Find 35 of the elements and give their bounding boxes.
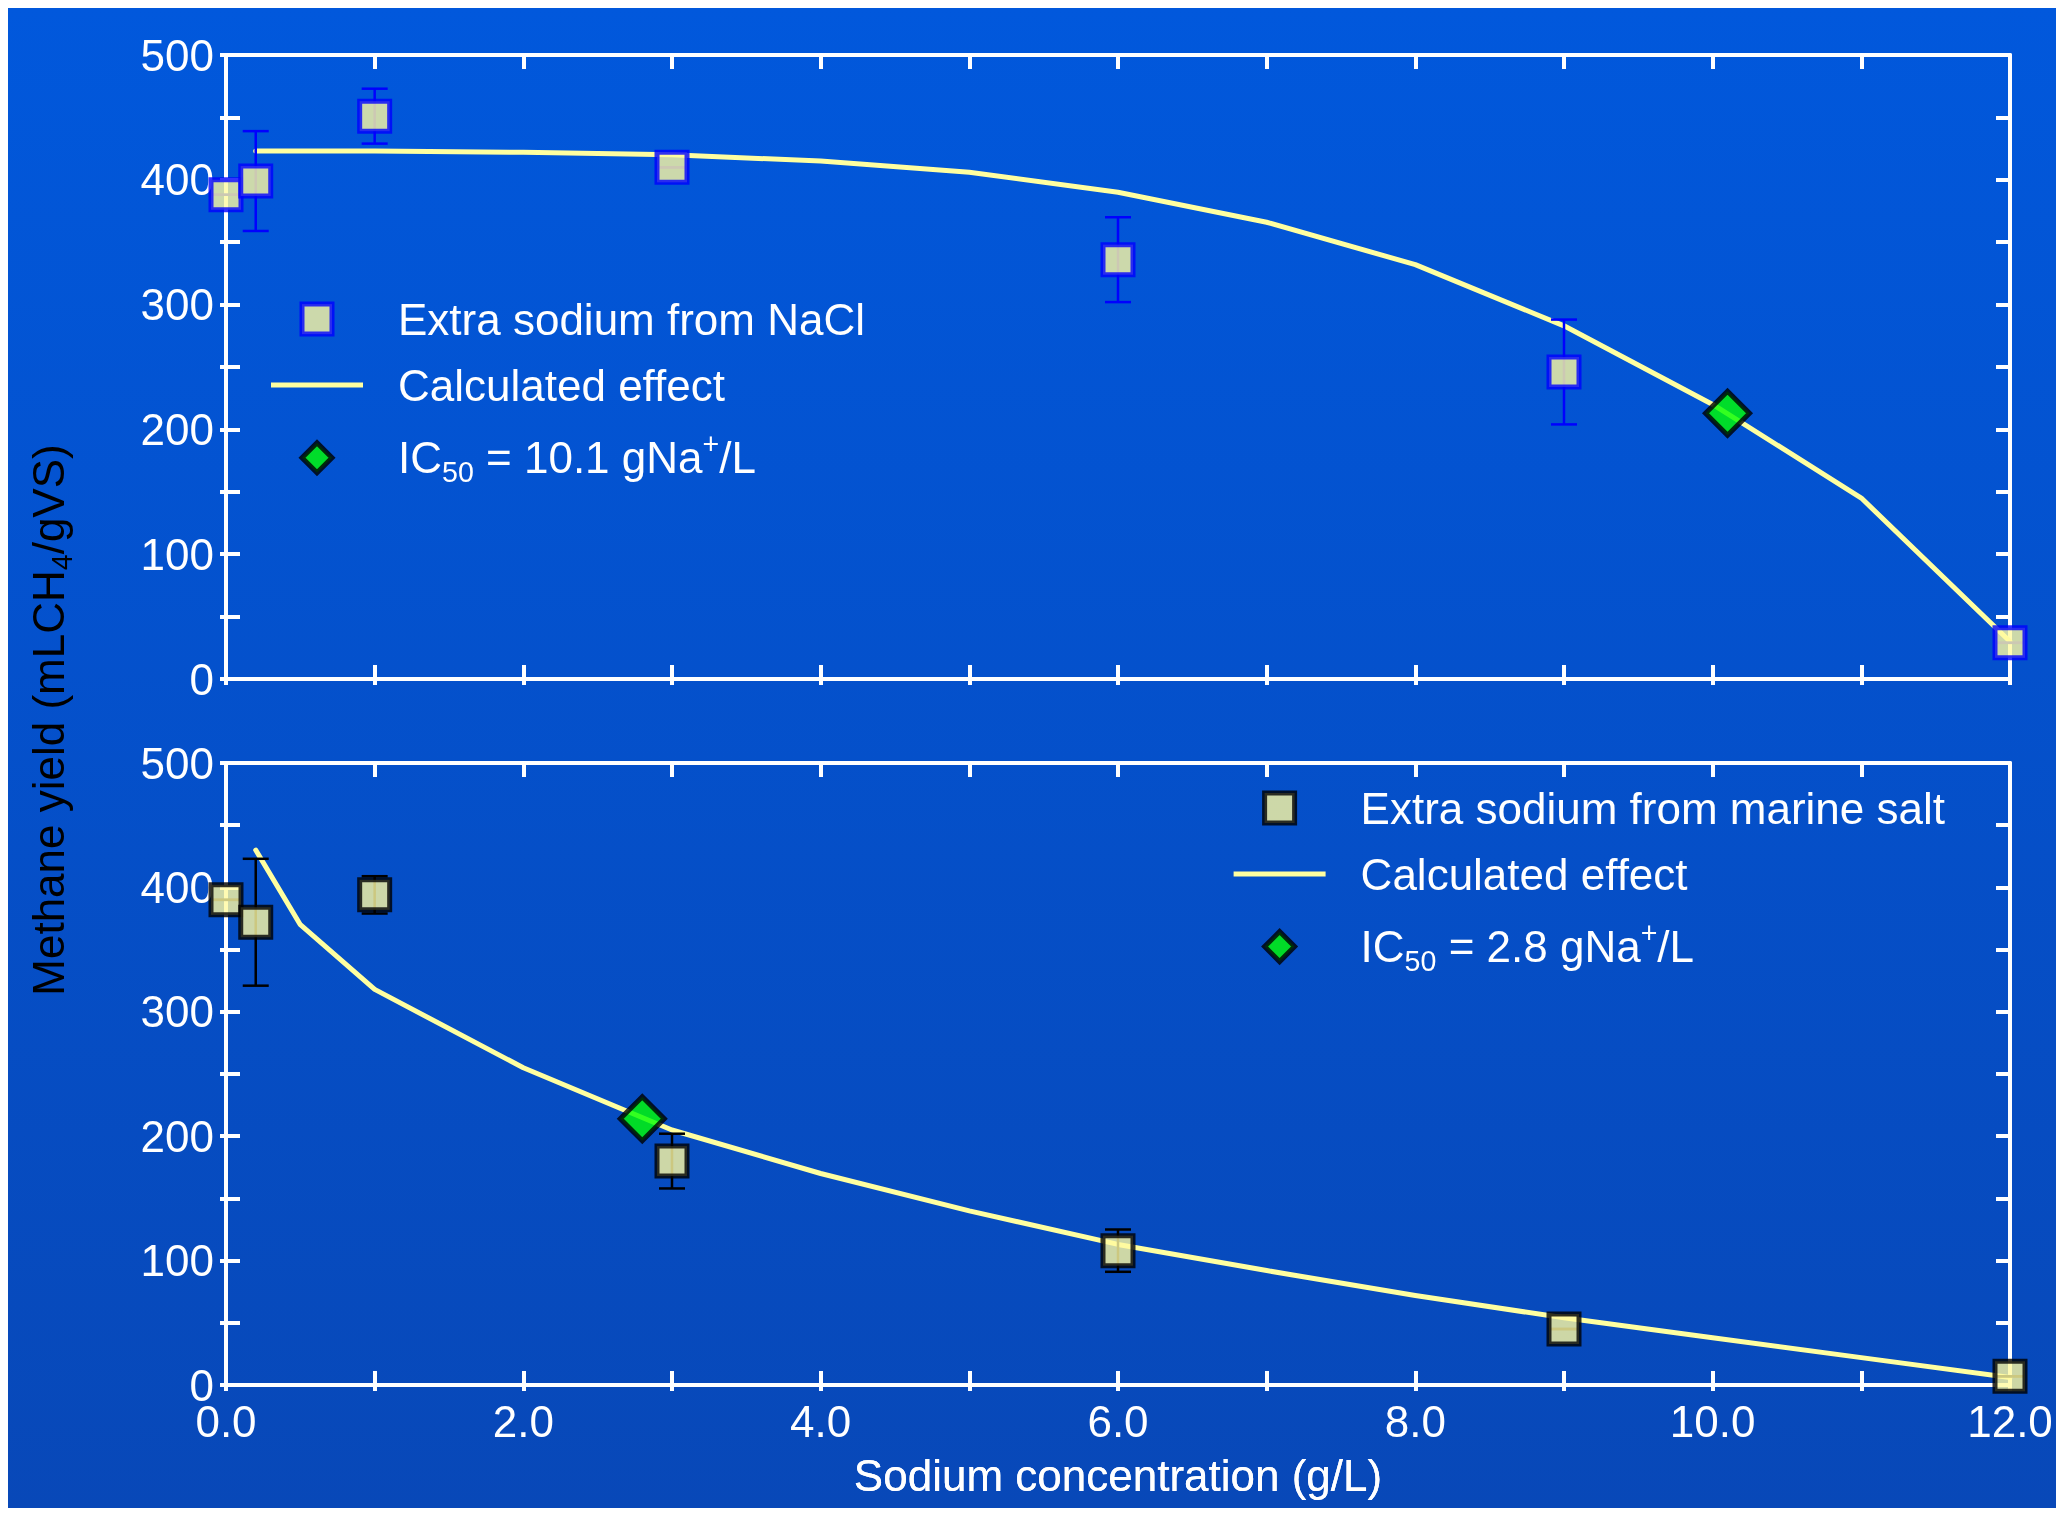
y-tick-label: 300: [140, 987, 214, 1037]
point: [1703, 388, 1753, 438]
legend-label: Calculated effect: [1360, 849, 1688, 899]
x-tick-label: 10.0: [1669, 1396, 1756, 1446]
y-axis-title: Methane yield (mLCH4/gVS): [23, 444, 79, 996]
x-tick-label: 8.0: [1384, 1396, 1446, 1446]
legend-label: Calculated effect: [398, 360, 725, 410]
point: [238, 904, 274, 940]
legend-label: Extra sodium from NaCl: [398, 294, 866, 344]
y-tick-label: 500: [140, 738, 214, 788]
y-tick-label: 200: [140, 1111, 214, 1161]
point: [1546, 354, 1582, 390]
point: [1100, 242, 1136, 278]
y-tick-label: 100: [140, 1236, 214, 1286]
y-tick-label: 100: [140, 529, 214, 579]
legend-label: Extra sodium from marine salt: [1360, 783, 1946, 833]
x-tick-label: 6.0: [1087, 1396, 1149, 1446]
point: [654, 1143, 690, 1179]
x-tick-label: 4.0: [790, 1396, 852, 1446]
y-tick-label: 200: [140, 404, 214, 454]
point: [1546, 1311, 1582, 1347]
point: [617, 1094, 667, 1144]
y-tick-label: 400: [140, 155, 214, 205]
y-tick-label: 300: [140, 280, 214, 330]
point: [1992, 625, 2028, 661]
y-tick-label: 500: [140, 30, 214, 80]
x-tick-label: 2.0: [492, 1396, 554, 1446]
y-tick-label: 400: [140, 862, 214, 912]
point: [357, 98, 393, 134]
point: [238, 163, 274, 199]
x-axis-title: Sodium concentration (g/L): [853, 1450, 1383, 1500]
x-tick-label: 12.0: [1967, 1396, 2053, 1446]
y-tick-label: 0: [189, 654, 214, 704]
point: [654, 149, 690, 185]
point: [1992, 1358, 2028, 1394]
